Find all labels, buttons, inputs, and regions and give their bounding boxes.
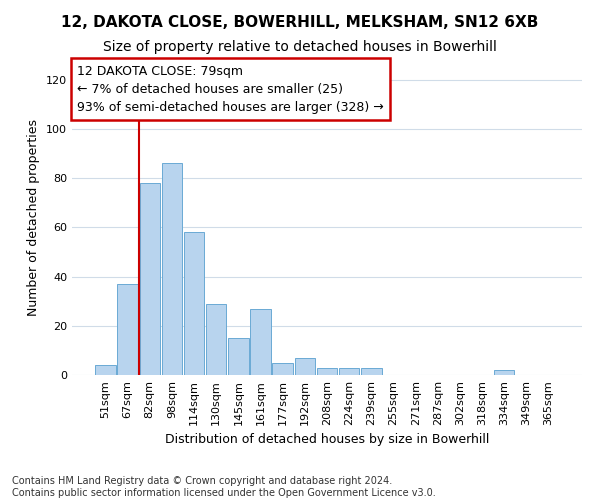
Text: 12, DAKOTA CLOSE, BOWERHILL, MELKSHAM, SN12 6XB: 12, DAKOTA CLOSE, BOWERHILL, MELKSHAM, S… (61, 15, 539, 30)
Bar (206, 304, 226, 375)
Bar (228, 338, 248, 375)
Text: Size of property relative to detached houses in Bowerhill: Size of property relative to detached ho… (103, 40, 497, 54)
Bar (361, 368, 382, 375)
Bar (494, 370, 514, 375)
X-axis label: Distribution of detached houses by size in Bowerhill: Distribution of detached houses by size … (165, 434, 489, 446)
Bar (339, 368, 359, 375)
Y-axis label: Number of detached properties: Number of detached properties (28, 119, 40, 316)
Bar (317, 368, 337, 375)
Bar (250, 308, 271, 375)
Bar (184, 232, 204, 375)
Text: Contains HM Land Registry data © Crown copyright and database right 2024.
Contai: Contains HM Land Registry data © Crown c… (12, 476, 436, 498)
Bar (118, 284, 138, 375)
Text: 12 DAKOTA CLOSE: 79sqm
← 7% of detached houses are smaller (25)
93% of semi-deta: 12 DAKOTA CLOSE: 79sqm ← 7% of detached … (77, 64, 384, 114)
Bar (95, 365, 116, 375)
Bar (140, 183, 160, 375)
Bar (272, 362, 293, 375)
Bar (161, 164, 182, 375)
Bar (295, 358, 315, 375)
